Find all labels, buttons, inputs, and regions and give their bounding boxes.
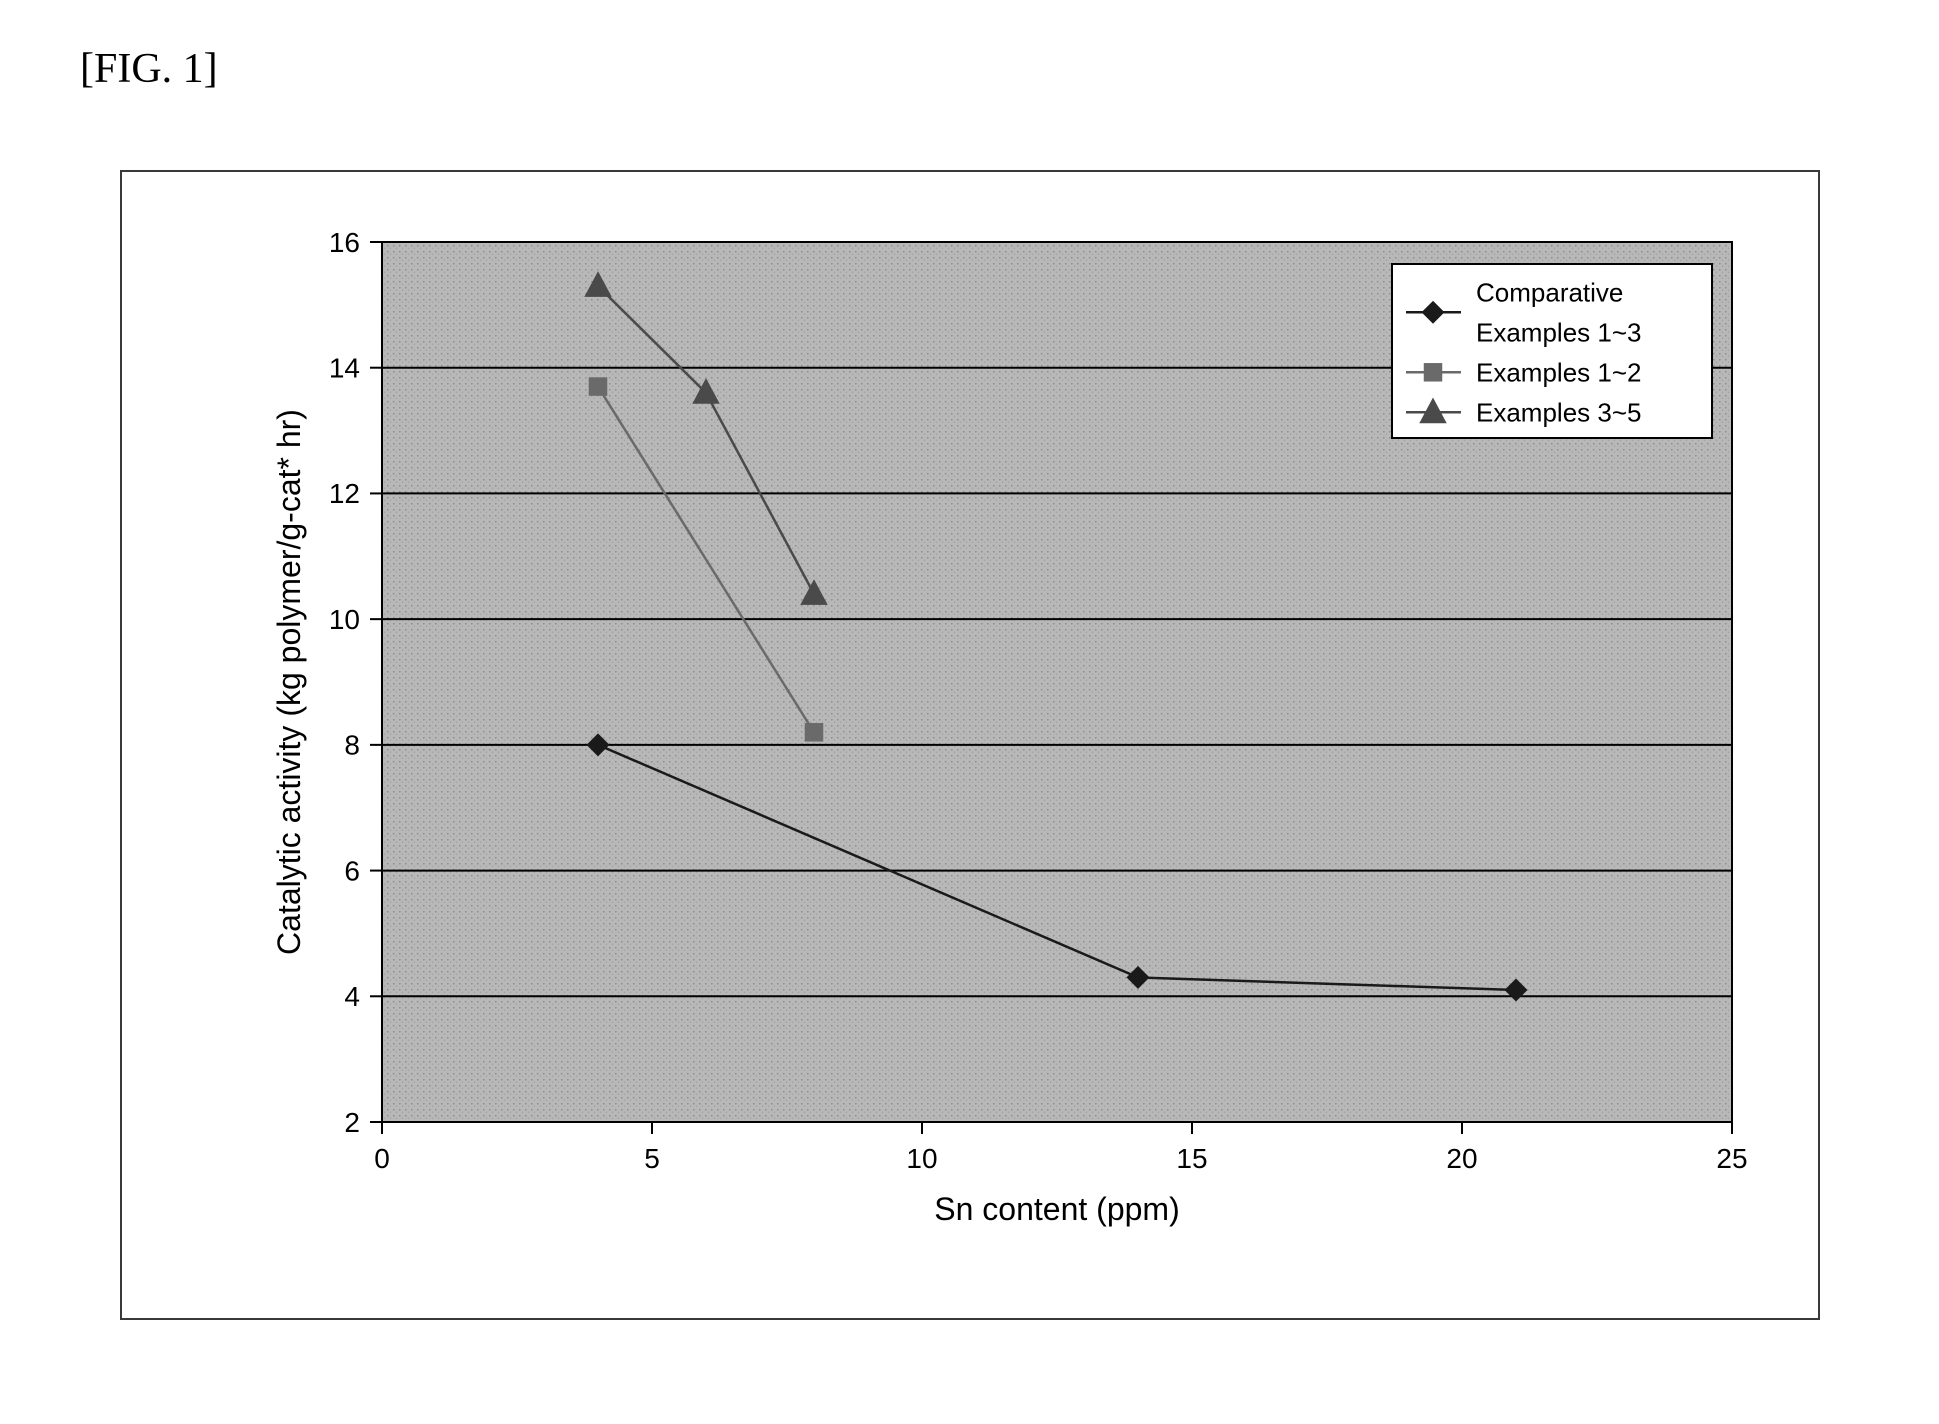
y-tick-label: 8 (344, 730, 360, 761)
legend-label: Examples 1~2 (1476, 357, 1641, 387)
x-tick-label: 10 (906, 1143, 937, 1174)
marker-square (589, 378, 607, 396)
page: [FIG. 1] 0 5 10 15 20 25 2 4 6 8 10 12 14 16 Sn conten… (0, 0, 1939, 1424)
figure-label: [FIG. 1] (80, 45, 218, 93)
x-tick-label: 0 (374, 1143, 390, 1174)
x-axis-label: Sn content (ppm) (934, 1191, 1179, 1227)
marker-square (1424, 364, 1442, 382)
y-tick-label: 14 (329, 353, 360, 384)
y-tick-label: 6 (344, 855, 360, 886)
x-tick-label: 15 (1176, 1143, 1207, 1174)
chart: 0 5 10 15 20 25 2 4 6 8 10 12 14 16 Sn content (ppm) Ca… (122, 172, 1818, 1318)
x-tick-label: 20 (1446, 1143, 1477, 1174)
x-tick-label: 5 (644, 1143, 660, 1174)
y-axis-label: Catalytic activity (kg polymer/g-cat* hr… (271, 409, 307, 955)
x-tick-label: 25 (1716, 1143, 1747, 1174)
y-tick-label: 16 (329, 227, 360, 258)
legend-label: Examples 1~3 (1476, 317, 1641, 347)
legend-label: Comparative (1476, 277, 1623, 307)
y-tick-label: 4 (344, 981, 360, 1012)
y-tick-label: 2 (344, 1107, 360, 1138)
chart-svg: 0 5 10 15 20 25 2 4 6 8 10 12 14 16 Sn content (ppm) Ca… (122, 172, 1818, 1318)
legend: Comparative Examples 1~3 Examples 1~2 Examp… (1392, 264, 1712, 438)
y-tick-label: 10 (329, 604, 360, 635)
y-tick-label: 12 (329, 478, 360, 509)
legend-label: Examples 3~5 (1476, 397, 1641, 427)
chart-outer-border: 0 5 10 15 20 25 2 4 6 8 10 12 14 16 Sn content (ppm) Ca… (120, 170, 1820, 1320)
marker-square (805, 724, 823, 742)
